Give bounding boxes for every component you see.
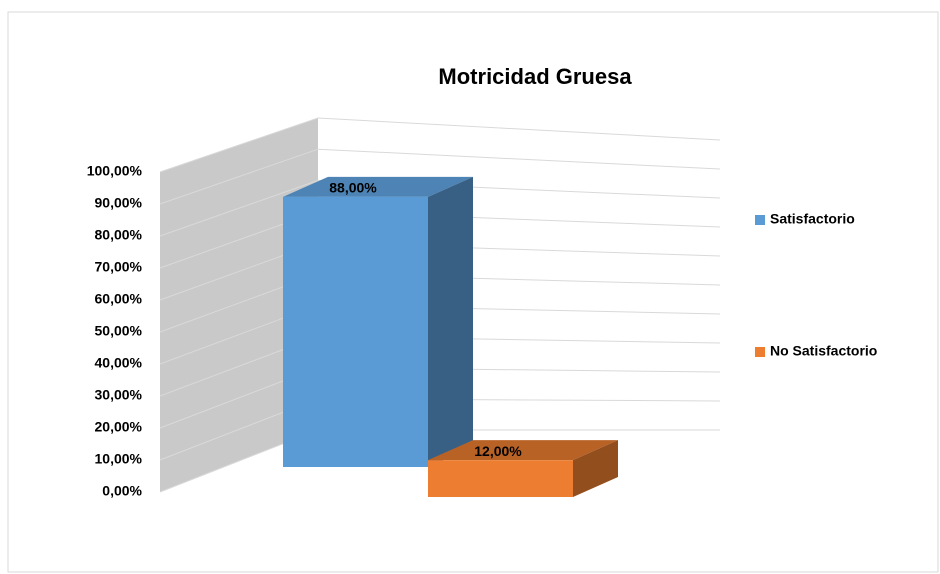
legend-label: Satisfactorio: [770, 211, 855, 227]
side-wall: [160, 118, 318, 492]
y-tick-label: 90,00%: [95, 195, 143, 211]
grid-line: [159, 179, 721, 237]
grid-line: [159, 117, 721, 173]
legend-swatch: [755, 215, 765, 225]
bar-side: [573, 440, 618, 497]
grid-line: [159, 148, 721, 205]
bar: [428, 460, 573, 497]
data-label: 12,00%: [474, 443, 522, 459]
legend-label: No Satisfactorio: [770, 343, 877, 359]
bar: [283, 196, 428, 467]
y-tick-label: 10,00%: [95, 451, 143, 467]
data-label: 88,00%: [329, 180, 377, 196]
y-tick-label: 40,00%: [95, 355, 143, 371]
y-tick-label: 80,00%: [95, 227, 143, 243]
bar-top: [428, 440, 618, 461]
bar-side: [428, 176, 473, 467]
y-tick-label: 50,00%: [95, 323, 143, 339]
y-tick-label: 0,00%: [102, 483, 142, 499]
bar-top: [283, 176, 473, 197]
y-tick-label: 60,00%: [95, 291, 143, 307]
y-tick-label: 20,00%: [95, 419, 143, 435]
y-tick-label: 100,00%: [87, 163, 143, 179]
y-tick-label: 70,00%: [95, 259, 143, 275]
y-tick-label: 30,00%: [95, 387, 143, 403]
chart-title: Motricidad Gruesa: [438, 64, 632, 89]
legend-swatch: [755, 347, 765, 357]
